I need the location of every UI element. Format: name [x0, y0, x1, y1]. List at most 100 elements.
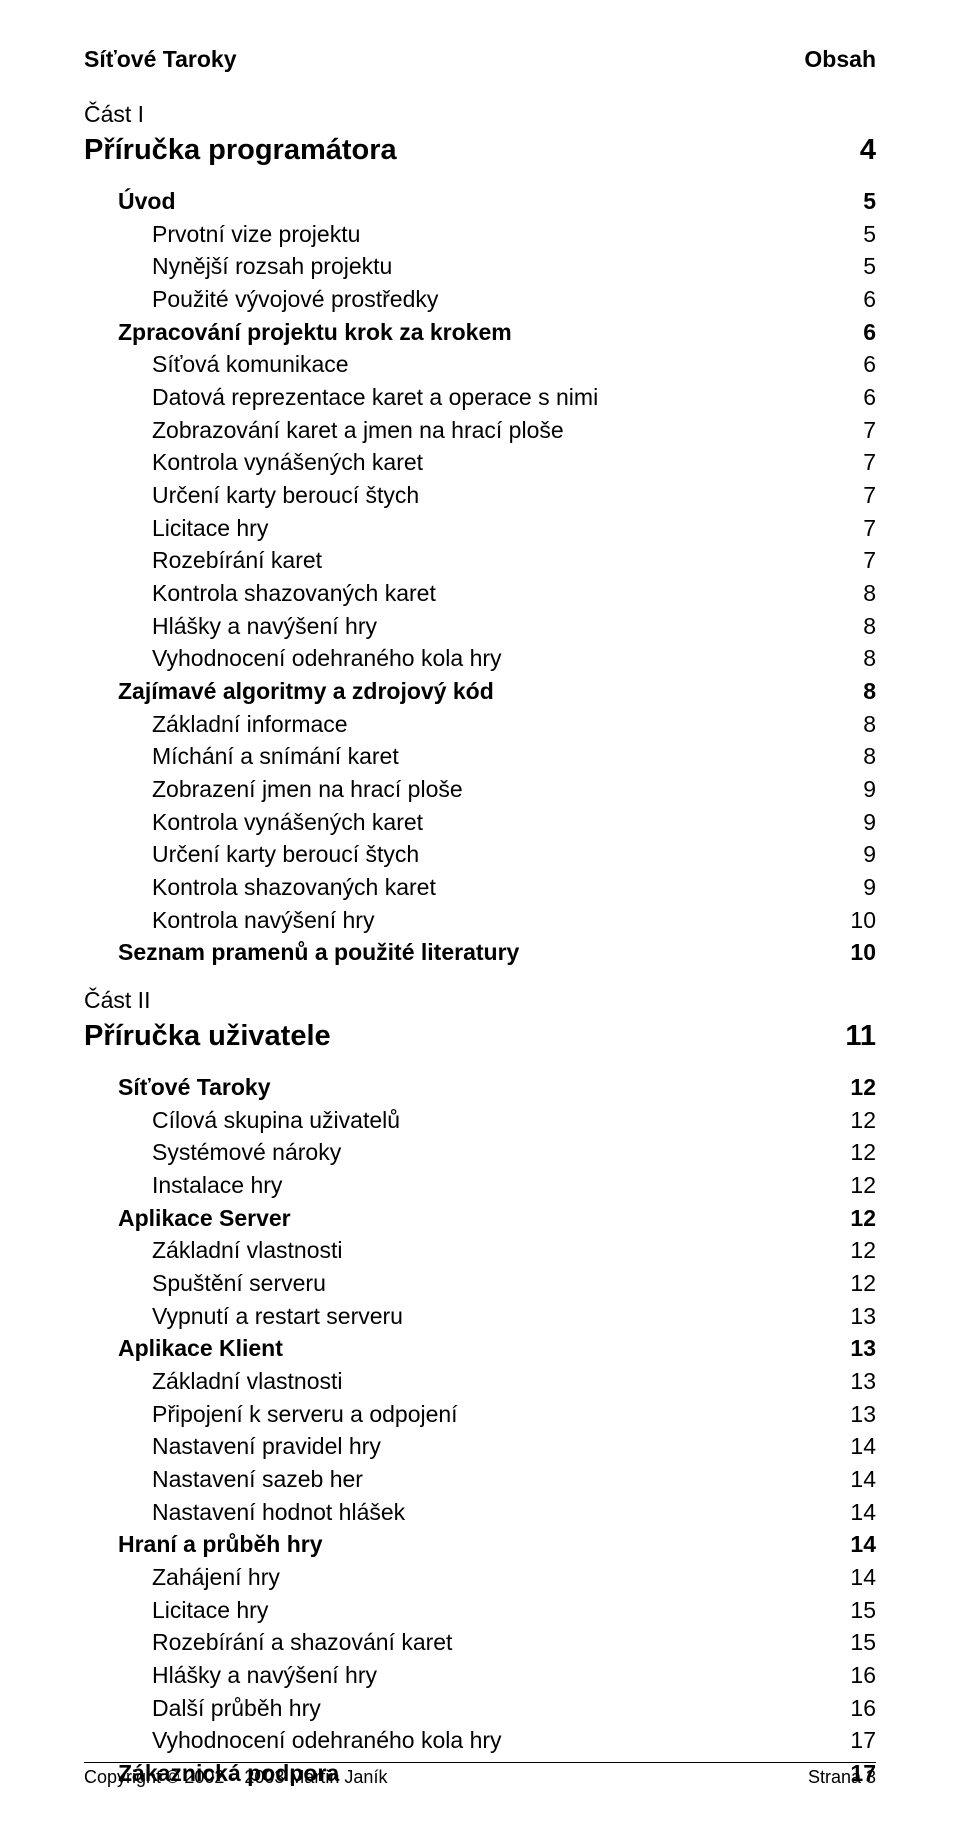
toc-page: 13 [840, 1365, 876, 1398]
toc-subsection[interactable]: Určení karty beroucí štych9 [84, 838, 876, 871]
toc-subsection[interactable]: Datová reprezentace karet a operace s ni… [84, 381, 876, 414]
toc-subsection[interactable]: Připojení k serveru a odpojení13 [84, 1398, 876, 1431]
toc-text: Kontrola vynášených karet [152, 446, 853, 479]
toc-section[interactable]: Zpracování projektu krok za krokem6 [84, 316, 876, 349]
toc-subsection[interactable]: Cílová skupina uživatelů12 [84, 1104, 876, 1137]
part-title[interactable]: Příručka programátora4 [84, 130, 876, 171]
toc-subsection[interactable]: Nynější rozsah projektu5 [84, 250, 876, 283]
toc-subsection[interactable]: Vyhodnocení odehraného kola hry8 [84, 642, 876, 675]
copyright: Copyright © 2002 – 2003 Martin Janík [84, 1767, 387, 1788]
toc-text: Úvod [118, 185, 853, 218]
toc-subsection[interactable]: Zobrazení jmen na hrací ploše9 [84, 773, 876, 806]
toc-section[interactable]: Zajímavé algoritmy a zdrojový kód8 [84, 675, 876, 708]
toc-text: Síťová komunikace [152, 348, 853, 381]
toc-page: 13 [840, 1398, 876, 1431]
toc-section[interactable]: Aplikace Klient13 [84, 1332, 876, 1365]
toc-text: Nastavení pravidel hry [152, 1430, 840, 1463]
toc-text: Základní vlastnosti [152, 1234, 840, 1267]
toc-page: 13 [840, 1300, 876, 1333]
toc-page: 6 [853, 316, 876, 349]
toc-page: 9 [853, 871, 876, 904]
toc-page: 6 [853, 348, 876, 381]
toc-page: 14 [840, 1528, 876, 1561]
toc-section[interactable]: Síťové Taroky12 [84, 1071, 876, 1104]
running-header: Síťové Taroky Obsah [84, 46, 876, 73]
toc-subsection[interactable]: Další průběh hry16 [84, 1692, 876, 1725]
toc-section[interactable]: Hraní a průběh hry14 [84, 1528, 876, 1561]
toc-subsection[interactable]: Instalace hry12 [84, 1169, 876, 1202]
toc-subsection[interactable]: Základní informace8 [84, 708, 876, 741]
toc-page: 8 [853, 675, 876, 708]
toc-page: 9 [853, 806, 876, 839]
toc-text: Rozebírání a shazování karet [152, 1626, 840, 1659]
footer-row: Copyright © 2002 – 2003 Martin Janík Str… [84, 1767, 876, 1788]
toc-subsection[interactable]: Rozebírání karet7 [84, 544, 876, 577]
toc-text: Vyhodnocení odehraného kola hry [152, 1724, 840, 1757]
toc-subsection[interactable]: Spuštění serveru12 [84, 1267, 876, 1300]
footer-rule [84, 1762, 876, 1763]
toc-page: 12 [840, 1202, 876, 1235]
toc-text: Kontrola navýšení hry [152, 904, 840, 937]
toc-page: 16 [840, 1692, 876, 1725]
toc-page: 12 [840, 1267, 876, 1300]
toc-text: Použité vývojové prostředky [152, 283, 853, 316]
toc-subsection[interactable]: Kontrola shazovaných karet8 [84, 577, 876, 610]
toc-text: Aplikace Klient [118, 1332, 840, 1365]
toc-text: Příručka uživatele [84, 1016, 835, 1057]
toc-section[interactable]: Aplikace Server12 [84, 1202, 876, 1235]
toc-text: Příručka programátora [84, 130, 850, 171]
toc-subsection[interactable]: Hlášky a navýšení hry16 [84, 1659, 876, 1692]
toc-page: 12 [840, 1234, 876, 1267]
copyright-prefix: Copyright [84, 1767, 166, 1787]
toc-subsection[interactable]: Vypnutí a restart serveru13 [84, 1300, 876, 1333]
toc-text: Kontrola vynášených karet [152, 806, 853, 839]
toc-text: Zpracování projektu krok za krokem [118, 316, 853, 349]
toc-page: 14 [840, 1496, 876, 1529]
toc-subsection[interactable]: Kontrola shazovaných karet9 [84, 871, 876, 904]
toc-subsection[interactable]: Prvotní vize projektu5 [84, 218, 876, 251]
toc-subsection[interactable]: Základní vlastnosti12 [84, 1234, 876, 1267]
toc-subsection[interactable]: Kontrola vynášených karet9 [84, 806, 876, 839]
page: Síťové Taroky Obsah Část IPříručka progr… [0, 0, 960, 1830]
part-title[interactable]: Příručka uživatele11 [84, 1016, 876, 1057]
toc-text: Základní vlastnosti [152, 1365, 840, 1398]
toc-subsection[interactable]: Určení karty beroucí štych7 [84, 479, 876, 512]
toc-text: Kontrola shazovaných karet [152, 577, 853, 610]
toc-subsection[interactable]: Síťová komunikace6 [84, 348, 876, 381]
toc-text: Cílová skupina uživatelů [152, 1104, 840, 1137]
toc-subsection[interactable]: Nastavení pravidel hry14 [84, 1430, 876, 1463]
toc-subsection[interactable]: Zobrazování karet a jmen na hrací ploše7 [84, 414, 876, 447]
toc-page: 5 [853, 218, 876, 251]
toc-subsection[interactable]: Rozebírání a shazování karet15 [84, 1626, 876, 1659]
toc-subsection[interactable]: Míchání a snímání karet8 [84, 740, 876, 773]
toc-subsection[interactable]: Zahájení hry14 [84, 1561, 876, 1594]
header-left: Síťové Taroky [84, 46, 237, 73]
toc-text: Vypnutí a restart serveru [152, 1300, 840, 1333]
toc-subsection[interactable]: Nastavení hodnot hlášek14 [84, 1496, 876, 1529]
toc-subsection[interactable]: Kontrola vynášených karet7 [84, 446, 876, 479]
toc-page: 17 [840, 1724, 876, 1757]
toc-page: 13 [840, 1332, 876, 1365]
toc-subsection[interactable]: Kontrola navýšení hry10 [84, 904, 876, 937]
toc-page: 10 [840, 936, 876, 969]
toc-page: 12 [840, 1104, 876, 1137]
toc-page: 9 [853, 838, 876, 871]
toc-page: 8 [853, 610, 876, 643]
toc-section[interactable]: Úvod5 [84, 185, 876, 218]
toc-page: 8 [853, 740, 876, 773]
toc-page: 14 [840, 1561, 876, 1594]
toc-subsection[interactable]: Vyhodnocení odehraného kola hry17 [84, 1724, 876, 1757]
toc-subsection[interactable]: Hlášky a navýšení hry8 [84, 610, 876, 643]
toc-subsection[interactable]: Licitace hry7 [84, 512, 876, 545]
toc-text: Licitace hry [152, 1594, 840, 1627]
toc-text: Spuštění serveru [152, 1267, 840, 1300]
toc-subsection[interactable]: Systémové nároky12 [84, 1136, 876, 1169]
toc-subsection[interactable]: Licitace hry15 [84, 1594, 876, 1627]
toc-subsection[interactable]: Použité vývojové prostředky6 [84, 283, 876, 316]
toc-section[interactable]: Seznam pramenů a použité literatury10 [84, 936, 876, 969]
toc-subsection[interactable]: Nastavení sazeb her14 [84, 1463, 876, 1496]
toc-subsection[interactable]: Základní vlastnosti13 [84, 1365, 876, 1398]
toc-text: Prvotní vize projektu [152, 218, 853, 251]
toc-text: Určení karty beroucí štych [152, 479, 853, 512]
toc-page: 15 [840, 1594, 876, 1627]
